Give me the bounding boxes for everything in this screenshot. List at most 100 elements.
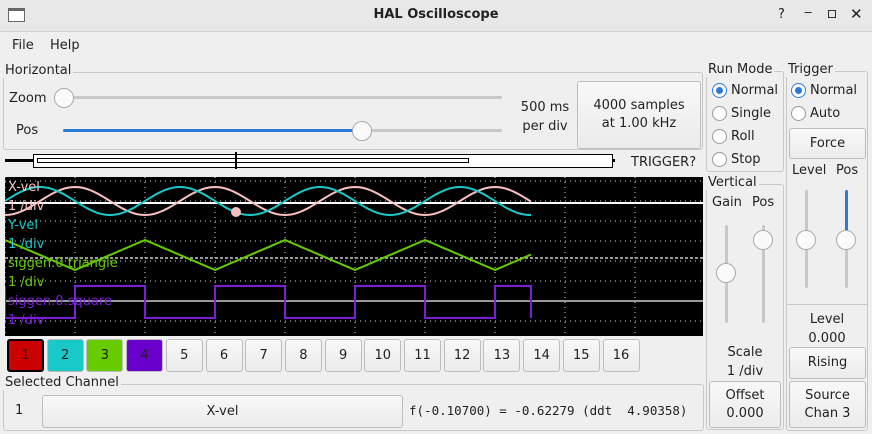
run-roll-radio[interactable]: Roll	[712, 129, 755, 144]
radio-label: Normal	[810, 83, 858, 98]
trace-scale-y-vel: 1 /div	[8, 237, 45, 252]
per-div-value: 500 ms per div	[515, 98, 575, 136]
force-button[interactable]: Force	[789, 128, 866, 159]
selected-channel-label: Selected Channel	[3, 375, 121, 390]
selected-channel-number: 1	[15, 403, 24, 418]
radio-icon	[791, 106, 806, 121]
run-mode-label: Run Mode	[706, 62, 775, 77]
record-position-bar[interactable]	[5, 152, 615, 169]
per-div-unit: per div	[522, 119, 568, 134]
zoom-slider-handle[interactable]	[54, 88, 74, 108]
scale-value: 1 /div	[726, 364, 764, 379]
vertical-pos-slider[interactable]	[762, 225, 765, 323]
close-icon[interactable]: ✕	[850, 5, 863, 23]
trigger-edge-button[interactable]: Rising	[789, 347, 866, 379]
pos-slider[interactable]	[63, 129, 502, 132]
channel-button-1[interactable]: 1	[7, 339, 44, 372]
trigger-normal-radio[interactable]: Normal	[791, 83, 857, 98]
radio-label: Normal	[731, 83, 779, 98]
trigger-pos-slider-handle[interactable]	[836, 230, 856, 250]
channel-button-11[interactable]: 11	[404, 339, 441, 372]
channel-button-4[interactable]: 4	[126, 339, 164, 372]
channel-button-7[interactable]: 7	[245, 339, 283, 372]
radio-label: Stop	[731, 152, 761, 167]
selected-channel-frame	[3, 384, 704, 431]
run-normal-radio[interactable]: Normal	[712, 83, 778, 98]
radio-label: Single	[731, 106, 771, 121]
channel-button-15[interactable]: 15	[562, 339, 600, 372]
channel-button-13[interactable]: 13	[483, 339, 521, 372]
channel-button-5[interactable]: 5	[165, 339, 203, 372]
trace-scale-x-vel: 1 /div	[8, 199, 45, 214]
zoom-slider[interactable]	[60, 96, 502, 99]
pos-slider-handle[interactable]	[352, 121, 372, 141]
radio-icon	[712, 83, 727, 98]
radio-label: Auto	[810, 106, 841, 121]
trigger-level-label: Level	[792, 163, 827, 178]
trigger-pos-label: Pos	[836, 163, 859, 178]
help-icon[interactable]: ?	[778, 7, 785, 22]
trace-label-x-vel: X-vel	[8, 180, 40, 195]
trace-y-vel	[5, 186, 531, 216]
channel-button-6[interactable]: 6	[205, 339, 243, 372]
menu-file[interactable]: File	[12, 38, 34, 53]
horizontal-frame	[3, 72, 703, 150]
radio-icon	[712, 129, 727, 144]
trigger-level-caption: Level	[809, 312, 845, 327]
trigger-auto-radio[interactable]: Auto	[791, 106, 840, 121]
scope-display[interactable]	[5, 177, 703, 336]
scale-display: Scale 1 /div	[706, 343, 784, 381]
vertical-pos-slider-handle[interactable]	[753, 230, 773, 250]
vertical-label: Vertical	[706, 175, 759, 190]
channel-button-12[interactable]: 12	[443, 339, 481, 372]
run-single-radio[interactable]: Single	[712, 106, 771, 121]
trace-label-triangle: siggen.0.triangle	[8, 256, 118, 271]
title-bar: HAL Oscilloscope ? ‒ ✕	[0, 0, 872, 32]
trigger-label: Trigger	[786, 62, 835, 77]
samples-text: 4000 samples	[593, 98, 685, 113]
offset-button[interactable]: Offset 0.000	[709, 381, 781, 428]
channel-button-14[interactable]: 14	[523, 339, 561, 372]
trace-square	[5, 285, 532, 319]
source-label: Source	[805, 387, 850, 403]
rate-text: at 1.00 kHz	[601, 116, 677, 131]
trigger-level-value: 0.000	[808, 331, 846, 346]
channel-name-button[interactable]: X-vel	[42, 395, 403, 428]
trace-label-square: siggen.0.square	[8, 294, 112, 309]
channel-button-16[interactable]: 16	[602, 339, 640, 372]
channel-button-8[interactable]: 8	[284, 339, 322, 372]
run-stop-radio[interactable]: Stop	[712, 152, 761, 167]
trigger-status: TRIGGER?	[631, 155, 697, 170]
cursor-readout: f(-0.10700) = -0.62279 (ddt 4.90358)	[409, 403, 688, 418]
offset-label: Offset	[725, 387, 765, 403]
radio-icon	[791, 83, 806, 98]
source-value: Chan 3	[804, 405, 851, 421]
minimize-icon[interactable]: ‒	[804, 5, 813, 20]
radio-label: Roll	[731, 129, 755, 144]
trigger-level-slider-handle[interactable]	[796, 230, 816, 250]
trace-scale-triangle: 1 /div	[8, 275, 45, 290]
pos-label: Pos	[16, 123, 39, 138]
gain-slider-handle[interactable]	[716, 263, 736, 283]
offset-value: 0.000	[726, 405, 764, 421]
trace-scale-square: 1 /div	[8, 313, 45, 328]
sample-rate-button[interactable]: 4000 samples at 1.00 kHz	[577, 81, 701, 149]
trigger-level-display: Level 0.000	[786, 310, 868, 348]
zoom-label: Zoom	[9, 91, 47, 106]
horizontal-label: Horizontal	[3, 63, 74, 78]
radio-icon	[712, 106, 727, 121]
trigger-source-button[interactable]: Source Chan 3	[789, 381, 866, 428]
menu-help[interactable]: Help	[50, 38, 80, 53]
window-title: HAL Oscilloscope	[373, 7, 499, 22]
channel-button-9[interactable]: 9	[324, 339, 362, 372]
channel-button-10[interactable]: 10	[364, 339, 402, 372]
channel-button-2[interactable]: 2	[46, 339, 84, 372]
gain-label: Gain	[712, 195, 742, 210]
app-icon	[8, 8, 25, 22]
maximize-icon[interactable]	[828, 10, 836, 18]
trace-triangle	[5, 238, 532, 272]
cursor-marker	[231, 207, 241, 217]
trace-labels: X-vel 1 /div Y-vel 1 /div siggen.0.trian…	[8, 178, 118, 330]
scale-label: Scale	[727, 345, 763, 360]
channel-button-3[interactable]: 3	[86, 339, 124, 372]
